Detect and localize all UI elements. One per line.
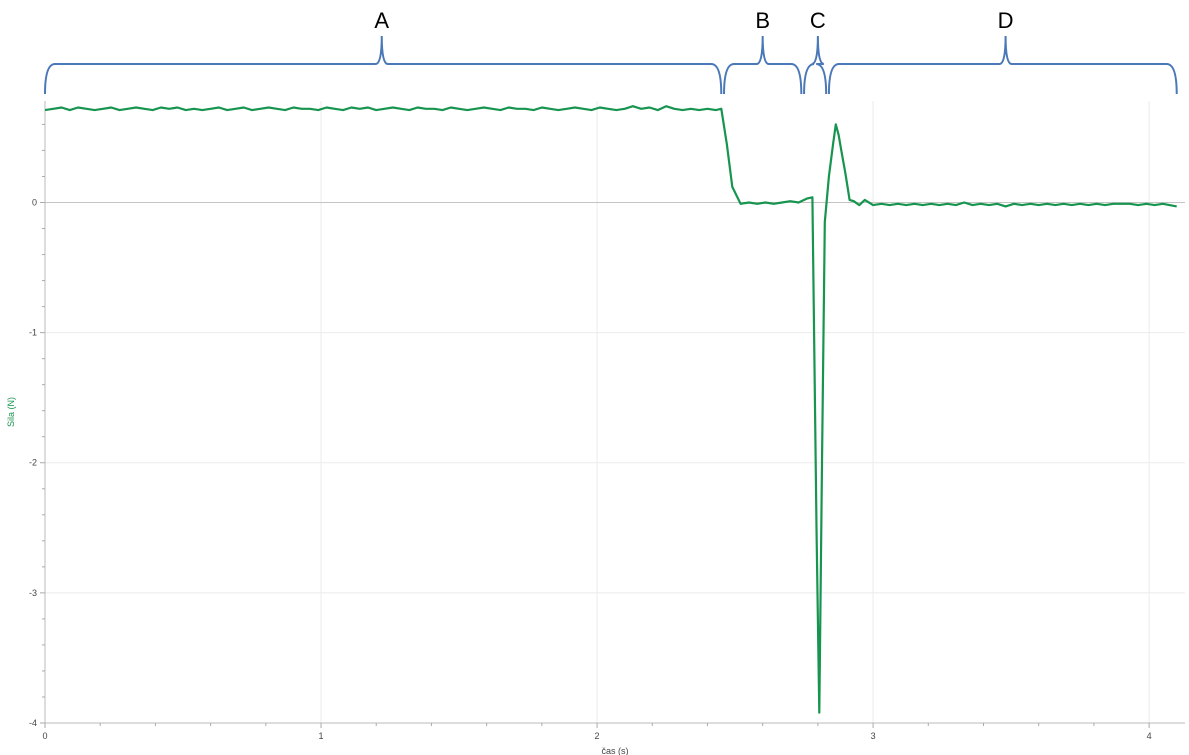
phase-label-c: C	[810, 8, 826, 33]
phase-bracket-a	[44, 35, 723, 95]
phase-bracket-b	[723, 35, 803, 95]
force-series-line	[44, 105, 1177, 714]
y-axis-title: Sila (N)	[6, 397, 16, 427]
plot-area	[44, 105, 1177, 714]
x-tick-label: 3	[871, 731, 876, 741]
x-tick-label: 0	[42, 731, 47, 741]
phase-label-d: D	[998, 8, 1014, 33]
phase-brackets: A B C D	[44, 8, 1178, 95]
y-tick-label: 0	[32, 197, 37, 207]
x-axis-title: čas (s)	[602, 746, 629, 755]
y-tick-label: -3	[29, 588, 37, 598]
phase-label-b: B	[755, 8, 770, 33]
x-tick-label: 4	[1147, 731, 1152, 741]
phase-bracket-d	[827, 35, 1178, 95]
phase-label-a: A	[374, 8, 389, 33]
y-tick-label: -1	[29, 328, 37, 338]
y-tick-label: -2	[29, 458, 37, 468]
grid	[44, 101, 1185, 724]
y-tick-label: -4	[29, 718, 37, 728]
phase-bracket-c	[803, 35, 828, 95]
x-tick-label: 2	[595, 731, 600, 741]
x-tick-label: 1	[319, 731, 324, 741]
axes: 0 1 2 3 4 -4 -3 -2 -1 0	[29, 101, 1185, 741]
